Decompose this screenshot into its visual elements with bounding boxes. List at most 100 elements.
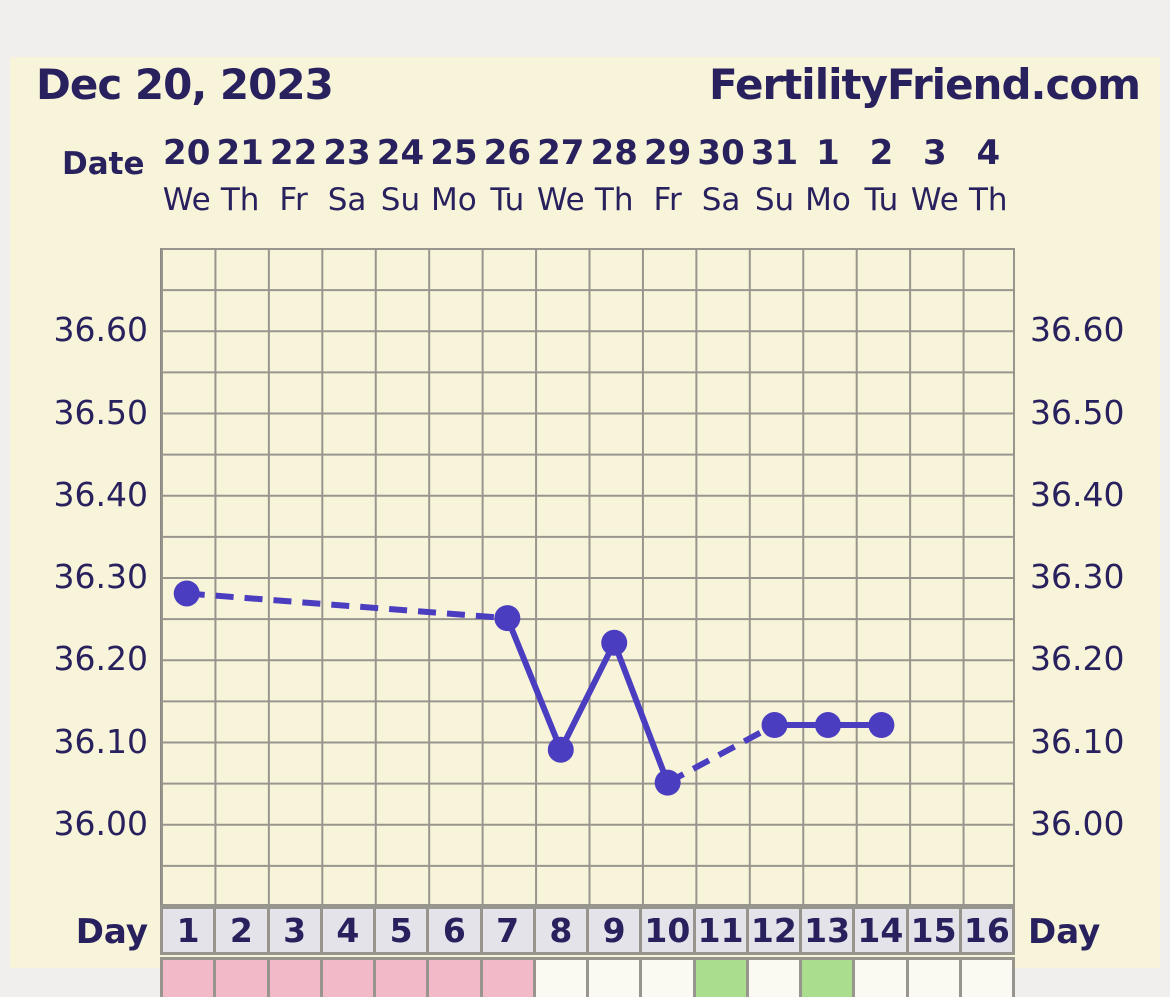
cycle-day-cell[interactable]: 6 bbox=[429, 909, 480, 952]
date-cell: 30 bbox=[697, 133, 745, 173]
weekday-cell: Th bbox=[968, 182, 1008, 218]
cycle-phase-row bbox=[160, 957, 1015, 997]
cycle-day-cell[interactable]: 11 bbox=[695, 909, 746, 952]
phase-cell-menses bbox=[376, 960, 427, 997]
phase-cell-fertile bbox=[802, 960, 853, 997]
temp-tick-right: 36.30 bbox=[1030, 557, 1125, 596]
temp-point[interactable] bbox=[654, 769, 681, 796]
cycle-day-cell[interactable]: 10 bbox=[642, 909, 693, 952]
date-cell: 4 bbox=[976, 133, 1001, 173]
phase-cell-none bbox=[748, 960, 799, 997]
cycle-day-cell[interactable]: 9 bbox=[589, 909, 640, 952]
date-axis-row: 20 21 22 23 24 25 26 27 28 29 30 31 1 2 3 4 bbox=[160, 130, 1015, 176]
date-cell: 3 bbox=[923, 133, 947, 173]
date-cell: 24 bbox=[376, 133, 425, 173]
temp-segment bbox=[558, 641, 617, 752]
weekday-cell: We bbox=[162, 182, 211, 218]
cycle-day-cell[interactable]: 14 bbox=[855, 909, 906, 952]
day-axis-label-left: Day bbox=[75, 912, 148, 952]
date-cell: 23 bbox=[323, 133, 371, 173]
phase-cell-none bbox=[535, 960, 586, 997]
cycle-day-cell[interactable]: 1 bbox=[163, 909, 214, 952]
date-cell: 29 bbox=[643, 133, 692, 173]
weekday-cell: Su bbox=[380, 182, 421, 218]
date-cell: 31 bbox=[750, 133, 799, 173]
phase-cell-none bbox=[961, 960, 1012, 997]
phase-cell-menses bbox=[269, 960, 320, 997]
temp-segment-gap bbox=[666, 722, 776, 786]
chart-grid bbox=[160, 248, 1015, 906]
weekday-cell: Th bbox=[594, 182, 634, 218]
weekday-cell: Fr bbox=[279, 182, 308, 218]
temp-point[interactable] bbox=[547, 736, 574, 763]
cycle-day-row: 1 2 3 4 5 6 7 8 9 10 11 12 13 14 15 16 bbox=[160, 906, 1015, 955]
weekday-cell: Mo bbox=[805, 182, 851, 218]
phase-cell-fertile bbox=[695, 960, 746, 997]
temp-tick-right: 36.50 bbox=[1030, 392, 1125, 432]
temp-tick-left: 36.50 bbox=[53, 392, 148, 432]
cycle-day-cell[interactable]: 12 bbox=[748, 909, 799, 952]
weekday-cell: Th bbox=[220, 182, 260, 218]
temp-point[interactable] bbox=[173, 580, 200, 607]
date-cell: 22 bbox=[269, 133, 318, 173]
temp-tick-right: 36.00 bbox=[1030, 803, 1125, 843]
cycle-day-cell[interactable]: 5 bbox=[376, 909, 427, 952]
date-cell: 25 bbox=[430, 133, 478, 173]
temp-tick-right: 36.10 bbox=[1030, 721, 1125, 761]
day-axis-label-right: Day bbox=[1028, 912, 1101, 952]
weekday-cell: Fr bbox=[653, 182, 682, 218]
date-cell: 20 bbox=[163, 133, 211, 173]
temp-tick-right: 36.60 bbox=[1030, 310, 1125, 350]
cycle-day-cell[interactable]: 13 bbox=[802, 909, 853, 952]
phase-cell-menses bbox=[322, 960, 373, 997]
temperature-line-chart bbox=[173, 580, 895, 796]
temp-tick-left: 36.10 bbox=[53, 721, 148, 761]
cycle-day-cell[interactable]: 3 bbox=[269, 909, 320, 952]
temp-point[interactable] bbox=[868, 712, 895, 739]
weekday-axis-row: We Th Fr Sa Su Mo Tu We Th Fr Sa Su Mo Tu We Th bbox=[160, 182, 1015, 218]
weekday-cell: Sa bbox=[327, 182, 367, 218]
brand-logo: FertilityFriend.com bbox=[709, 60, 1141, 109]
phase-cell-menses bbox=[216, 960, 267, 997]
phase-cell-menses bbox=[429, 960, 480, 997]
date-axis-label: Date bbox=[62, 146, 145, 182]
cycle-day-cell[interactable]: 4 bbox=[322, 909, 373, 952]
cycle-day-cell[interactable]: 2 bbox=[216, 909, 267, 952]
page-title: Dec 20, 2023 bbox=[36, 60, 334, 109]
date-cell: 21 bbox=[216, 133, 264, 173]
temp-segment bbox=[504, 616, 564, 751]
weekday-cell: Tu bbox=[864, 182, 899, 218]
temp-tick-right: 36.40 bbox=[1030, 474, 1125, 514]
phase-cell-none bbox=[855, 960, 906, 997]
weekday-cell: We bbox=[536, 182, 585, 218]
date-cell: 27 bbox=[537, 133, 585, 173]
temp-tick-left: 36.30 bbox=[53, 557, 148, 596]
temp-tick-left: 36.20 bbox=[53, 639, 148, 679]
temp-point[interactable] bbox=[494, 605, 521, 632]
temp-segment-gap bbox=[186, 590, 508, 622]
temp-tick-right: 36.20 bbox=[1030, 639, 1125, 679]
weekday-cell: Mo bbox=[431, 182, 477, 218]
temp-point[interactable] bbox=[601, 629, 628, 656]
weekday-cell: Sa bbox=[701, 182, 741, 218]
weekday-cell: Tu bbox=[490, 182, 525, 218]
cycle-day-cell[interactable]: 16 bbox=[961, 909, 1012, 952]
phase-cell-menses bbox=[482, 960, 533, 997]
date-cell: 2 bbox=[869, 133, 894, 173]
temp-tick-left: 36.40 bbox=[53, 474, 148, 514]
weekday-cell: We bbox=[910, 182, 959, 218]
phase-cell-none bbox=[908, 960, 959, 997]
cycle-day-cell[interactable]: 8 bbox=[535, 909, 586, 952]
temp-point[interactable] bbox=[814, 712, 841, 739]
phase-cell-none bbox=[589, 960, 640, 997]
temp-segment bbox=[611, 641, 671, 784]
phase-cell-none bbox=[642, 960, 693, 997]
temp-tick-left: 36.60 bbox=[53, 310, 148, 350]
phase-cell-menses bbox=[163, 960, 214, 997]
temp-point[interactable] bbox=[761, 712, 788, 739]
date-cell: 1 bbox=[816, 133, 840, 173]
cycle-day-cell[interactable]: 15 bbox=[908, 909, 959, 952]
cycle-day-cell[interactable]: 7 bbox=[482, 909, 533, 952]
weekday-cell: Su bbox=[754, 182, 795, 218]
date-cell: 28 bbox=[590, 133, 638, 173]
